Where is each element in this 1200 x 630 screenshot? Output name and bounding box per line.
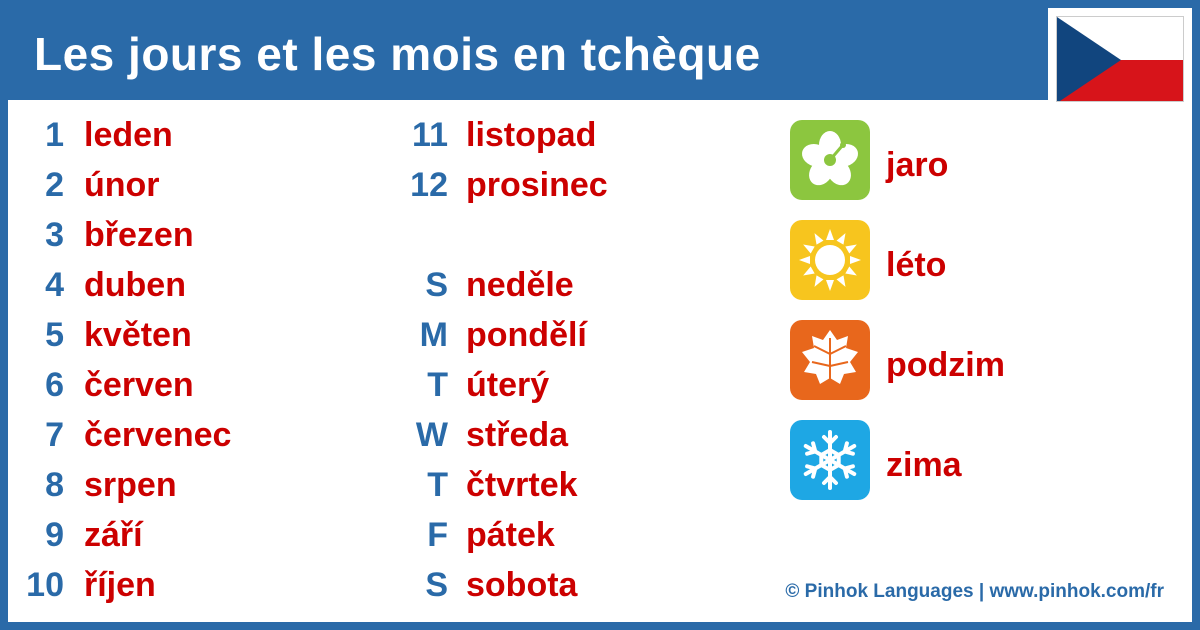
day-row: S bbox=[400, 260, 448, 310]
title-bar: Les jours et les mois en tchèque bbox=[8, 8, 1048, 100]
day-word: úterý bbox=[466, 366, 550, 404]
month-number: 2 bbox=[45, 166, 64, 204]
month-number: 11 bbox=[412, 116, 448, 154]
season-word: léto bbox=[886, 246, 947, 284]
month-number: 8 bbox=[45, 466, 64, 504]
page-title: Les jours et les mois en tchèque bbox=[34, 28, 761, 80]
month-row: 1 bbox=[24, 110, 64, 160]
flower-icon bbox=[790, 120, 870, 200]
month-number: 12 bbox=[410, 166, 448, 204]
day-abbreviation: S bbox=[425, 566, 448, 604]
day-word: neděle bbox=[466, 266, 574, 304]
month-number: 3 bbox=[45, 216, 64, 254]
card-frame bbox=[8, 8, 1192, 622]
month-row: 9 bbox=[24, 510, 64, 560]
footer-credit: © Pinhok Languages | www.pinhok.com/fr bbox=[785, 581, 1164, 602]
month-row: 6 bbox=[24, 360, 64, 410]
day-word: středa bbox=[466, 416, 569, 454]
month-number: 1 bbox=[45, 116, 64, 154]
season-word: podzim bbox=[886, 346, 1005, 384]
leaf-icon bbox=[790, 320, 870, 400]
month-row: 2 bbox=[24, 160, 64, 210]
day-row: S bbox=[400, 560, 448, 610]
day-word: pondělí bbox=[466, 316, 587, 354]
day-row: T bbox=[400, 460, 448, 510]
day-abbreviation: T bbox=[427, 466, 448, 504]
month-row: 12 bbox=[400, 160, 448, 210]
day-word: pátek bbox=[466, 516, 555, 554]
snowflake-icon bbox=[790, 420, 870, 500]
month-word: prosinec bbox=[466, 166, 608, 204]
day-abbreviation: F bbox=[427, 516, 448, 554]
month-number: 10 bbox=[26, 566, 64, 604]
day-abbreviation: S bbox=[425, 266, 448, 304]
month-number: 4 bbox=[45, 266, 64, 304]
day-abbreviation: M bbox=[419, 316, 448, 354]
month-row: 3 bbox=[24, 210, 64, 260]
day-word: sobota bbox=[466, 566, 578, 604]
month-number: 7 bbox=[45, 416, 64, 454]
month-word: únor bbox=[84, 166, 160, 204]
day-word: čtvrtek bbox=[466, 466, 578, 504]
month-word: březen bbox=[84, 216, 194, 254]
day-row: M bbox=[400, 310, 448, 360]
season-word: jaro bbox=[886, 146, 949, 184]
month-row: 8 bbox=[24, 460, 64, 510]
day-row: W bbox=[400, 410, 448, 460]
month-word: duben bbox=[84, 266, 186, 304]
day-row: F bbox=[400, 510, 448, 560]
month-row: 7 bbox=[24, 410, 64, 460]
month-word: září bbox=[84, 516, 143, 554]
month-word: květen bbox=[84, 316, 192, 354]
day-abbreviation: T bbox=[427, 366, 448, 404]
month-row: 11 bbox=[400, 110, 448, 160]
month-word: leden bbox=[84, 116, 173, 154]
month-word: listopad bbox=[466, 116, 597, 154]
day-row: T bbox=[400, 360, 448, 410]
czech-flag-icon bbox=[1056, 16, 1184, 102]
month-word: červenec bbox=[84, 416, 232, 454]
month-word: říjen bbox=[84, 566, 156, 604]
month-number: 5 bbox=[45, 316, 64, 354]
season-word: zima bbox=[886, 446, 962, 484]
month-word: červen bbox=[84, 366, 194, 404]
month-row: 5 bbox=[24, 310, 64, 360]
month-number: 9 bbox=[45, 516, 64, 554]
day-abbreviation: W bbox=[415, 416, 448, 454]
sun-icon bbox=[790, 220, 870, 300]
month-row: 4 bbox=[24, 260, 64, 310]
month-number: 6 bbox=[45, 366, 64, 404]
month-word: srpen bbox=[84, 466, 177, 504]
month-row: 10 bbox=[24, 560, 64, 610]
